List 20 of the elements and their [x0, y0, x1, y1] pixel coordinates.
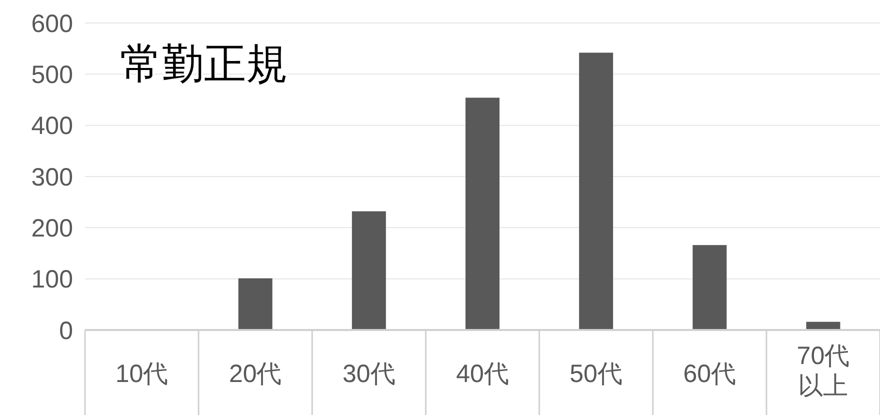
y-tick-label: 200	[31, 214, 73, 242]
bar	[692, 245, 727, 330]
y-tick-label: 400	[31, 112, 73, 140]
x-tick-label: 40代	[456, 360, 509, 388]
x-tick-label: 20代	[228, 360, 282, 388]
bar	[238, 278, 272, 330]
x-tick-label: 50代	[570, 360, 622, 388]
bar	[352, 211, 386, 330]
y-tick-label: 100	[31, 266, 73, 294]
y-tick-label: 300	[31, 163, 73, 192]
y-tick-label: 600	[31, 10, 73, 38]
x-tick-label: 70代以上	[796, 342, 850, 400]
y-tick-label: 0	[59, 316, 73, 345]
bar	[466, 98, 500, 330]
chart-title: 常勤正規	[120, 40, 288, 87]
bar	[579, 52, 614, 330]
x-tick-label: 30代	[342, 360, 396, 388]
x-tick-label: 10代	[115, 360, 168, 388]
x-tick-label: 60代	[683, 360, 736, 388]
y-tick-label: 500	[31, 60, 73, 89]
